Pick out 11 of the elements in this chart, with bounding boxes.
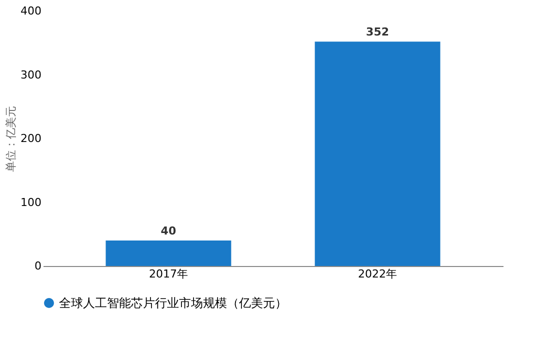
data-label: 40 [160, 224, 176, 238]
y-tick-label: 400 [20, 4, 42, 18]
legend-label: 全球人工智能芯片行业市场规模（亿美元） [59, 296, 287, 310]
y-tick-label: 200 [20, 132, 42, 145]
x-tick-label: 2017年 [148, 268, 188, 280]
y-tick-label: 0 [34, 260, 42, 272]
y-tick-label: 300 [20, 68, 42, 82]
x-tick-label: 2022年 [358, 268, 398, 280]
y-axis-title: 单位：亿美元 [4, 106, 18, 172]
data-label: 352 [366, 26, 390, 39]
y-tick-label: 100 [20, 196, 42, 209]
